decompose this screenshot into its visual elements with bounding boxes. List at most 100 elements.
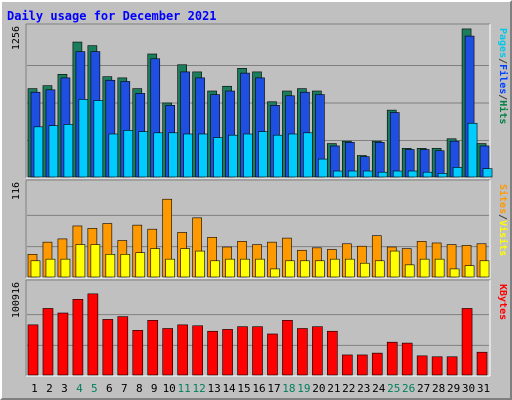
bar-kbytes-day-29: KBytes 29: 20000 xyxy=(446,356,458,376)
day-label-8: 8 xyxy=(136,382,143,395)
day-label-12: 12 xyxy=(193,382,206,395)
day-label-15: 15 xyxy=(237,382,250,395)
bar-kbytes-day-27: KBytes 27: 21000 xyxy=(416,355,428,376)
bar-files-day-28: Files 28: 220 xyxy=(434,150,445,178)
bar-files-day-25: Files 25: 540 xyxy=(389,112,400,178)
bar-sites-day-23: Sites 23: 17 xyxy=(359,262,370,278)
y-max-label-visits: 116 xyxy=(11,182,22,200)
day-label-7: 7 xyxy=(121,382,128,395)
bar-sites-day-11: Sites 11: 35 xyxy=(180,248,190,278)
bar-pages-day-9: Pages 9: 370 xyxy=(153,132,164,178)
bar-kbytes-day-24: KBytes 24: 24000 xyxy=(371,352,383,376)
bar-sites-day-3: Sites 3: 22 xyxy=(60,258,71,278)
day-label-19: 19 xyxy=(297,382,310,395)
bar-pages-day-16: Pages 16: 380 xyxy=(258,131,268,178)
day-label-20: 20 xyxy=(312,382,325,395)
panel-hits: 1256 Pages/Files/HitsHits 1: 740Files 1: … xyxy=(11,23,509,179)
day-label-6: 6 xyxy=(106,382,113,395)
day-label-5: 5 xyxy=(91,382,98,395)
day-label-13: 13 xyxy=(207,382,220,395)
bar-kbytes-day-31: KBytes 31: 25000 xyxy=(476,351,488,376)
bar-kbytes-day-20: KBytes 20: 53000 xyxy=(312,326,323,376)
day-label-17: 17 xyxy=(267,382,280,395)
axis-label-hits: Pages/Files/Hits xyxy=(497,28,509,124)
bar-kbytes-day-6: KBytes 6: 61000 xyxy=(102,319,114,376)
bar-sites-day-12: Sites 12: 32 xyxy=(195,250,205,278)
bar-kbytes-day-18: KBytes 18: 60000 xyxy=(282,320,293,376)
bar-kbytes-day-28: KBytes 28: 20000 xyxy=(431,356,443,376)
bar-kbytes-day-21: KBytes 21: 48000 xyxy=(327,330,338,376)
axis-label-part: Hits xyxy=(497,100,509,124)
bar-sites-day-1: Sites 1: 20 xyxy=(30,260,41,278)
bar-sites-day-7: Sites 7: 28 xyxy=(120,254,131,278)
bar-sites-day-28: Sites 28: 22 xyxy=(434,258,445,278)
bar-kbytes-day-5: KBytes 5: 89000 xyxy=(87,293,99,376)
bar-kbytes-day-17: KBytes 17: 45000 xyxy=(267,333,278,376)
bar-sites-day-4: Sites 4: 40 xyxy=(75,244,86,278)
bar-kbytes-day-7: KBytes 7: 64000 xyxy=(117,316,129,376)
axis-label-part: Pages xyxy=(497,28,508,58)
day-label-4: 4 xyxy=(76,382,83,395)
bar-pages-day-24: Pages 24: 40 xyxy=(377,171,388,178)
bar-pages-day-12: Pages 12: 360 xyxy=(198,133,208,178)
bar-pages-day-8: Pages 8: 380 xyxy=(138,131,149,178)
bar-pages-day-10: Pages 10: 370 xyxy=(168,132,179,178)
day-label-14: 14 xyxy=(222,382,236,395)
day-label-1: 1 xyxy=(31,382,38,395)
bar-sites-day-29: Sites 29: 10 xyxy=(449,268,460,278)
bar-pages-day-21: Pages 21: 50 xyxy=(333,170,343,178)
day-label-24: 24 xyxy=(372,382,386,395)
bar-sites-day-8: Sites 8: 30 xyxy=(135,252,146,278)
bar-pages-day-20: Pages 20: 150 xyxy=(318,158,328,178)
bar-sites-day-6: Sites 6: 28 xyxy=(105,254,116,278)
day-label-27: 27 xyxy=(417,382,430,395)
bar-pages-day-15: Pages 15: 360 xyxy=(243,133,253,178)
day-label-21: 21 xyxy=(327,382,340,395)
bar-pages-day-22: Pages 22: 50 xyxy=(348,170,358,178)
bar-sites-day-5: Sites 5: 40 xyxy=(90,244,101,278)
bar-kbytes-day-22: KBytes 22: 22000 xyxy=(342,354,353,376)
day-label-16: 16 xyxy=(252,382,265,395)
bar-files-day-24: Files 24: 290 xyxy=(374,142,385,178)
bar-pages-day-17: Pages 17: 350 xyxy=(273,134,283,178)
bar-kbytes-day-11: KBytes 11: 55000 xyxy=(177,324,188,376)
bar-pages-day-18: Pages 18: 360 xyxy=(288,133,298,178)
axis-label-kbytes: KBytes xyxy=(497,284,508,320)
bar-sites-day-20: Sites 20: 20 xyxy=(315,260,325,278)
axis-label-part: / xyxy=(497,58,508,64)
bar-sites-day-25: Sites 25: 32 xyxy=(389,250,400,278)
axis-label-visits: Sites/Visits xyxy=(497,184,509,256)
bar-sites-day-14: Sites 14: 22 xyxy=(225,258,235,278)
bar-pages-day-4: Pages 4: 650 xyxy=(78,99,89,178)
bar-kbytes-day-14: KBytes 14: 50000 xyxy=(222,329,233,376)
bar-kbytes-day-4: KBytes 4: 83000 xyxy=(72,299,84,376)
panel-visits: 116 Sites/VisitsVisits 1: 28Sites 1: 20Vi… xyxy=(11,179,509,279)
bar-sites-day-27: Sites 27: 22 xyxy=(419,258,430,278)
bar-sites-day-26: Sites 26: 15 xyxy=(404,264,415,278)
bar-pages-day-5: Pages 5: 640 xyxy=(93,100,104,178)
day-label-18: 18 xyxy=(282,382,295,395)
day-label-30: 30 xyxy=(462,382,475,395)
day-label-11: 11 xyxy=(178,382,191,395)
bar-pages-day-1: Pages 1: 420 xyxy=(33,126,44,178)
bar-pages-day-26: Pages 26: 50 xyxy=(407,170,418,178)
bar-sites-day-2: Sites 2: 22 xyxy=(45,258,56,278)
bar-sites-day-21: Sites 21: 22 xyxy=(330,258,340,278)
bar-sites-day-22: Sites 22: 22 xyxy=(345,258,355,278)
bar-kbytes-day-12: KBytes 12: 54000 xyxy=(192,325,203,376)
bar-sites-day-13: Sites 13: 20 xyxy=(210,260,220,278)
axis-label-part: KBytes xyxy=(497,284,508,320)
bar-pages-day-27: Pages 27: 40 xyxy=(422,171,433,178)
bar-kbytes-day-10: KBytes 10: 51000 xyxy=(162,328,174,376)
bar-pages-day-7: Pages 7: 390 xyxy=(123,130,134,178)
axis-label-part: / xyxy=(497,94,508,100)
bar-sites-day-30: Sites 30: 14 xyxy=(464,265,475,278)
bar-kbytes-day-15: KBytes 15: 53000 xyxy=(237,326,248,376)
day-label-9: 9 xyxy=(151,382,158,395)
bar-pages-day-6: Pages 6: 360 xyxy=(108,133,119,178)
bar-sites-day-9: Sites 9: 35 xyxy=(150,248,161,278)
bar-sites-day-18: Sites 18: 20 xyxy=(285,260,295,278)
bar-pages-day-11: Pages 11: 360 xyxy=(183,133,193,178)
y-max-label-hits: 1256 xyxy=(11,26,22,50)
